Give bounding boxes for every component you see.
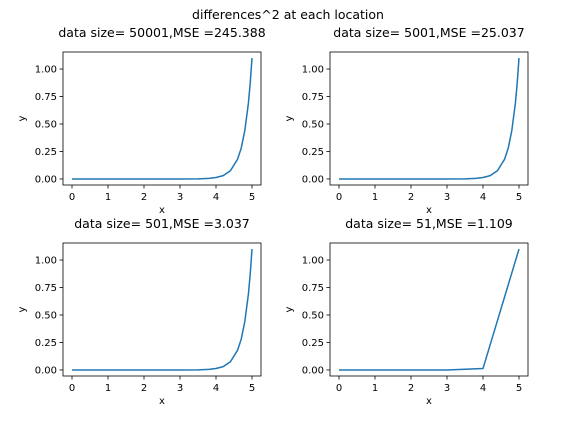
subplot-title: data size= 501,MSE =3.037 xyxy=(74,216,250,231)
x-tick-label: 2 xyxy=(408,192,414,203)
x-tick-label: 2 xyxy=(408,383,414,394)
x-tick-label: 0 xyxy=(336,192,342,203)
x-tick-label: 1 xyxy=(105,192,111,203)
x-tick-label: 5 xyxy=(516,192,522,203)
y-axis-label: y xyxy=(284,306,295,312)
y-tick-label: 0.75 xyxy=(35,92,57,103)
axes-frame xyxy=(329,51,529,186)
subplot-title: data size= 50001,MSE =245.388 xyxy=(58,25,265,40)
x-tick-label: 4 xyxy=(480,192,486,203)
series-line xyxy=(72,57,253,180)
y-tick-label: 1.00 xyxy=(302,256,324,267)
y-axis-label: y xyxy=(17,306,28,312)
y-axis-label: y xyxy=(284,115,295,121)
x-tick-label: 3 xyxy=(177,192,183,203)
subplot-2: data size= 5001,MSE =25.037 0 1 2 3 4 5 0.00 0.2… xyxy=(284,25,529,216)
x-tick-label: 2 xyxy=(141,192,147,203)
x-tick-label: 1 xyxy=(372,383,378,394)
x-axis-label: x xyxy=(426,396,432,407)
x-tick-label: 0 xyxy=(69,192,75,203)
y-tick-label: 0.50 xyxy=(302,119,324,130)
y-tick-label: 0.00 xyxy=(35,174,57,185)
x-tick-label: 5 xyxy=(249,383,255,394)
x-tick-label: 0 xyxy=(69,383,75,394)
y-tick-label: 1.00 xyxy=(302,65,324,76)
x-tick-label: 3 xyxy=(444,383,450,394)
axes-frame xyxy=(329,242,529,377)
y-tick-label: 0.00 xyxy=(35,365,57,376)
subplot-4: data size= 51,MSE =1.109 0 1 2 3 4 5 0.00 0.25 0.… xyxy=(284,216,529,407)
y-tick-label: 0.25 xyxy=(35,338,57,349)
series-line xyxy=(339,248,520,371)
y-tick-label: 0.75 xyxy=(35,283,57,294)
x-tick-label: 3 xyxy=(177,383,183,394)
y-tick-label: 0.50 xyxy=(35,310,57,321)
y-tick-label: 0.50 xyxy=(35,119,57,130)
x-tick-label: 1 xyxy=(105,383,111,394)
y-tick-label: 0.25 xyxy=(302,147,324,158)
y-tick-label: 0.00 xyxy=(302,174,324,185)
x-axis-label: x xyxy=(159,205,165,216)
series-line xyxy=(339,57,520,180)
x-tick-label: 3 xyxy=(444,192,450,203)
y-tick-label: 0.75 xyxy=(302,92,324,103)
subplot-grid: data size= 50001,MSE =245.388 0 1 2 3 4 5 0.00 0… xyxy=(17,25,529,407)
series-line xyxy=(72,248,253,371)
x-tick-label: 0 xyxy=(336,383,342,394)
x-axis-label: x xyxy=(426,205,432,216)
subplot-title: data size= 5001,MSE =25.037 xyxy=(333,25,524,40)
subplot-1: data size= 50001,MSE =245.388 0 1 2 3 4 5 0.00 0… xyxy=(17,25,266,216)
figure-suptitle: differences^2 at each location xyxy=(192,7,384,22)
x-tick-label: 4 xyxy=(480,383,486,394)
y-tick-label: 0.75 xyxy=(302,283,324,294)
x-tick-label: 2 xyxy=(141,383,147,394)
y-tick-label: 0.25 xyxy=(302,338,324,349)
y-tick-label: 0.00 xyxy=(302,365,324,376)
subplot-3: data size= 501,MSE =3.037 0 1 2 3 4 5 0.00 0.25 0… xyxy=(17,216,262,407)
x-axis-label: x xyxy=(159,396,165,407)
y-tick-label: 1.00 xyxy=(35,65,57,76)
subplot-title: data size= 51,MSE =1.109 xyxy=(345,216,513,231)
axes-frame xyxy=(62,51,262,186)
x-tick-label: 5 xyxy=(516,383,522,394)
y-axis-label: y xyxy=(17,115,28,121)
y-tick-label: 1.00 xyxy=(35,256,57,267)
x-tick-label: 5 xyxy=(249,192,255,203)
y-tick-label: 0.50 xyxy=(302,310,324,321)
x-tick-label: 4 xyxy=(213,192,219,203)
axes-frame xyxy=(62,242,262,377)
x-tick-label: 1 xyxy=(372,192,378,203)
x-tick-label: 4 xyxy=(213,383,219,394)
y-tick-label: 0.25 xyxy=(35,147,57,158)
